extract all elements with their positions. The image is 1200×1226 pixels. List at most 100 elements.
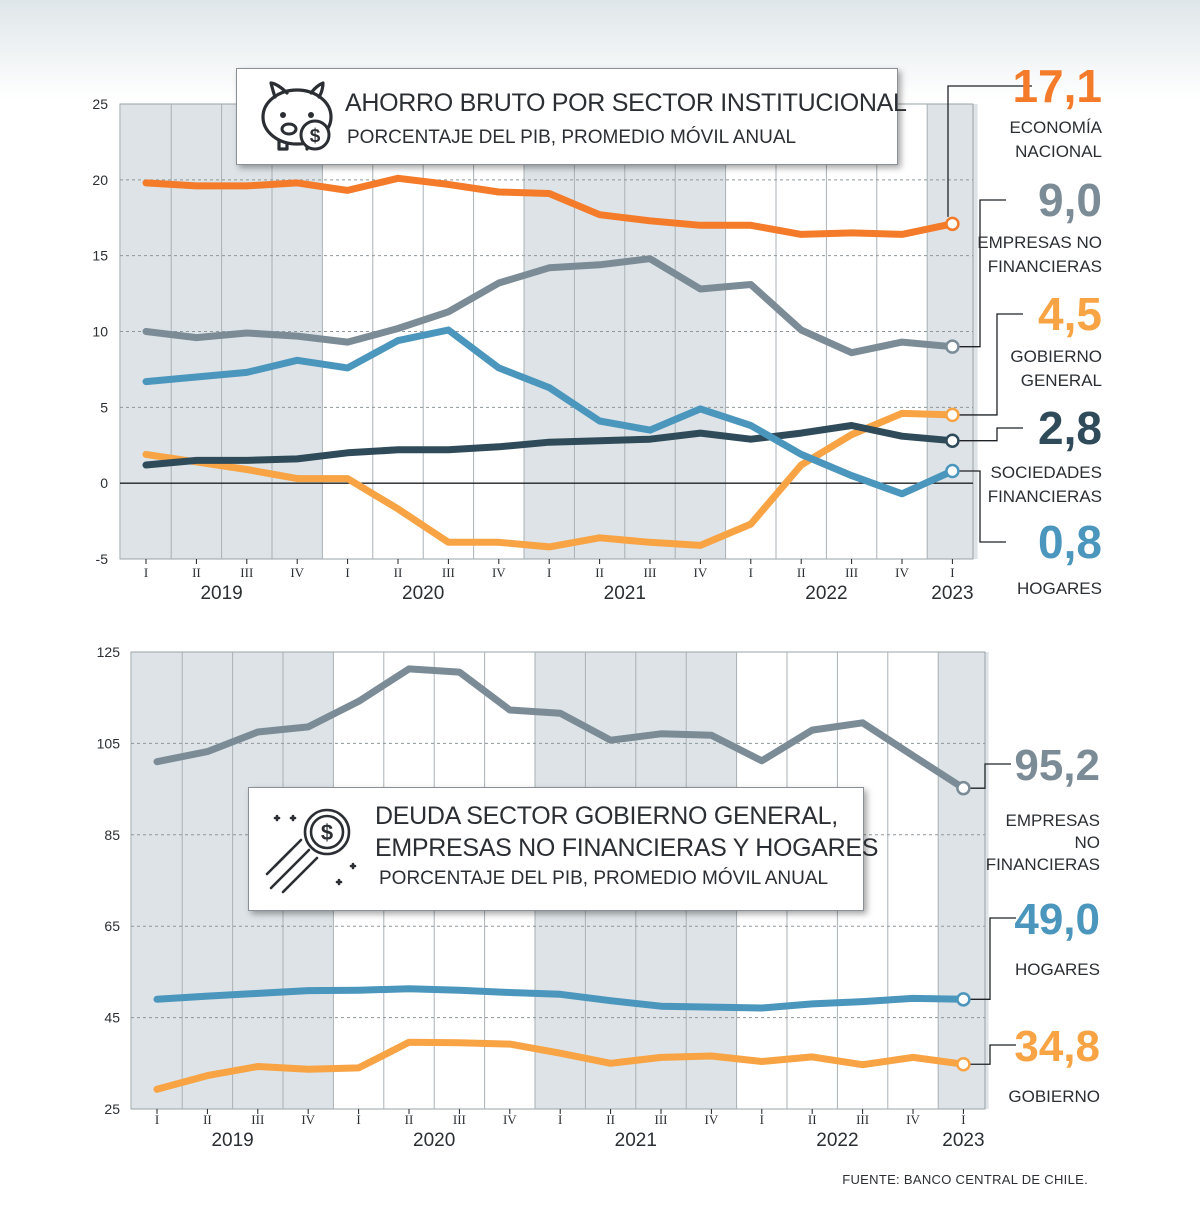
chart-1-value-label: 9,0	[1038, 174, 1102, 226]
chart-1-quarter-label: IV	[492, 565, 506, 580]
chart-2-series-line-3	[153, 1038, 967, 1093]
chart-1-series-name: NACIONAL	[1015, 142, 1102, 161]
chart-1-quarter-label: II	[595, 565, 604, 580]
chart-2-series-line-2	[153, 985, 967, 1012]
chart-1-end-point	[945, 216, 960, 232]
chart-2-quarter-label: III	[251, 1112, 264, 1127]
chart-1-series-line-1	[142, 174, 956, 238]
piggy-bank-icon: $	[261, 81, 333, 151]
chart-1-quarter-label: I	[144, 565, 148, 580]
chart-2-quarter-label: III	[453, 1112, 466, 1127]
chart-1-value-label: 0,8	[1038, 516, 1102, 568]
chart-1-quarter-label: II	[192, 565, 201, 580]
chart-1-series-name: ECONOMÍA	[1009, 118, 1102, 137]
chart-1-year-label: 2020	[402, 583, 444, 604]
chart2-title-line1: DEUDA SECTOR GOBIERNO GENERAL,	[375, 802, 838, 830]
chart-1-quarter-label: IV	[694, 565, 708, 580]
chart-2-quarter-label: IV	[301, 1112, 315, 1127]
chart-1-connector	[959, 427, 1023, 442]
chart-2-quarter-label: IV	[906, 1112, 920, 1127]
chart-1-series-name: HOGARES	[1017, 579, 1102, 598]
chart1-subtitle: PORCENTAJE DEL PIB, PROMEDIO MÓVIL ANUAL	[347, 127, 797, 148]
chart-1-series-name: EMPRESAS NO	[977, 233, 1102, 252]
chart-1-year-label: 2022	[805, 583, 847, 604]
chart-2-connector	[970, 917, 1016, 1000]
chart-1-end-point	[945, 433, 960, 448]
chart-2-quarter-label: I	[155, 1112, 159, 1127]
chart-1-quarter-label: III	[240, 565, 253, 580]
chart-1-series-name: GOBIERNO	[1010, 347, 1102, 366]
chart-1-connector	[947, 85, 1032, 217]
chart-1-connector	[959, 199, 1006, 348]
chart-1-series-name: FINANCIERAS	[988, 487, 1102, 506]
chart-2-quarter-label: III	[856, 1112, 869, 1127]
chart-1-quarter-label: I	[950, 565, 954, 580]
chart-1-quarter-label: I	[749, 565, 753, 580]
chart-2-ytick-label: 125	[97, 644, 121, 660]
chart-2-series-name: EMPRESAS	[1006, 811, 1100, 830]
chart-2-year-label: 2019	[211, 1130, 253, 1151]
chart-2-ytick-label: 85	[104, 827, 120, 843]
chart-1-quarter-label: I	[345, 565, 349, 580]
chart-1-shade-band	[927, 104, 978, 559]
source-note: FUENTE: BANCO CENTRAL DE CHILE.	[842, 1172, 1088, 1187]
chart-2-connector	[970, 763, 1011, 789]
chart-1-value-label: 17,1	[1012, 60, 1102, 112]
chart-1-ytick-label: -5	[96, 551, 109, 567]
chart-1-quarter-label: II	[797, 565, 806, 580]
chart-1-series-name: FINANCIERAS	[988, 257, 1102, 276]
chart-2-series-name: FINANCIERAS	[986, 855, 1100, 874]
chart-1-ytick-label: 20	[92, 172, 108, 188]
chart-2-value-label: 34,8	[1014, 1022, 1100, 1071]
chart1-title: AHORRO BRUTO POR SECTOR INSTITUCIONAL	[345, 89, 907, 117]
chart-1-series-line-2	[142, 255, 956, 357]
chart-1-connector	[959, 313, 1023, 416]
chart-2-frame	[130, 651, 986, 1110]
chart-1-ytick-label: 5	[100, 399, 108, 415]
chart-2-value-label: 49,0	[1014, 895, 1100, 944]
chart-2-quarter-label: I	[356, 1112, 360, 1127]
chart-2-value-label: 95,2	[1014, 741, 1100, 790]
chart-2-quarter-label: II	[405, 1112, 414, 1127]
chart-1-end-point	[945, 463, 960, 479]
chart-2-end-point	[956, 1056, 971, 1072]
chart-1-ytick-label: 10	[92, 324, 108, 340]
chart-1-series-line-3	[142, 409, 956, 551]
chart-1-value-label: 4,5	[1038, 288, 1102, 340]
svg-text:$: $	[310, 126, 321, 147]
chart-1-value-label: 2,8	[1038, 402, 1102, 454]
chart-2-quarter-label: I	[558, 1112, 562, 1127]
chart-2-ytick-label: 65	[104, 918, 120, 934]
chart-1-quarter-label: III	[845, 565, 858, 580]
chart-2-quarter-label: I	[760, 1112, 764, 1127]
chart2-title-box: $ DEUDA SECTOR GOBIERNO GENERAL, EMPRESA…	[248, 787, 878, 911]
chart-1-year-label: 2019	[200, 583, 242, 604]
chart-1-end-point	[945, 407, 960, 423]
chart-2-quarter-label: II	[606, 1112, 615, 1127]
chart-2-end-point	[956, 780, 971, 796]
chart-1-quarter-label: IV	[895, 565, 909, 580]
chart-1-quarter-label: II	[394, 565, 403, 580]
chart-1-series-name: SOCIEDADES	[991, 463, 1102, 482]
chart-1-quarter-label: III	[644, 565, 657, 580]
chart-2-shade-band	[938, 652, 989, 1109]
chart-2-quarter-label: IV	[503, 1112, 517, 1127]
chart-2-year-label: 2021	[615, 1130, 657, 1151]
chart-2-ytick-label: 105	[97, 735, 121, 751]
flying-coin-icon: $	[265, 808, 357, 894]
chart-2-quarter-label: I	[961, 1112, 965, 1127]
chart-2-quarter-label: IV	[705, 1112, 719, 1127]
chart-1-series-name: GENERAL	[1021, 371, 1102, 390]
chart-2-ytick-label: 25	[104, 1101, 120, 1117]
chart-2-series-name: HOGARES	[1015, 960, 1100, 979]
chart-1-series-line-4	[142, 422, 956, 469]
chart2-title-line2: EMPRESAS NO FINANCIERAS Y HOGARES	[375, 834, 879, 862]
svg-text:$: $	[321, 820, 333, 845]
chart-2-series-name: GOBIERNO	[1008, 1087, 1100, 1106]
chart2-subtitle: PORCENTAJE DEL PIB, PROMEDIO MÓVIL ANUAL	[379, 868, 829, 889]
chart-1-end-point	[945, 339, 960, 354]
chart-2-year-label: 2020	[413, 1130, 455, 1151]
chart-2-quarter-label: II	[203, 1112, 212, 1127]
